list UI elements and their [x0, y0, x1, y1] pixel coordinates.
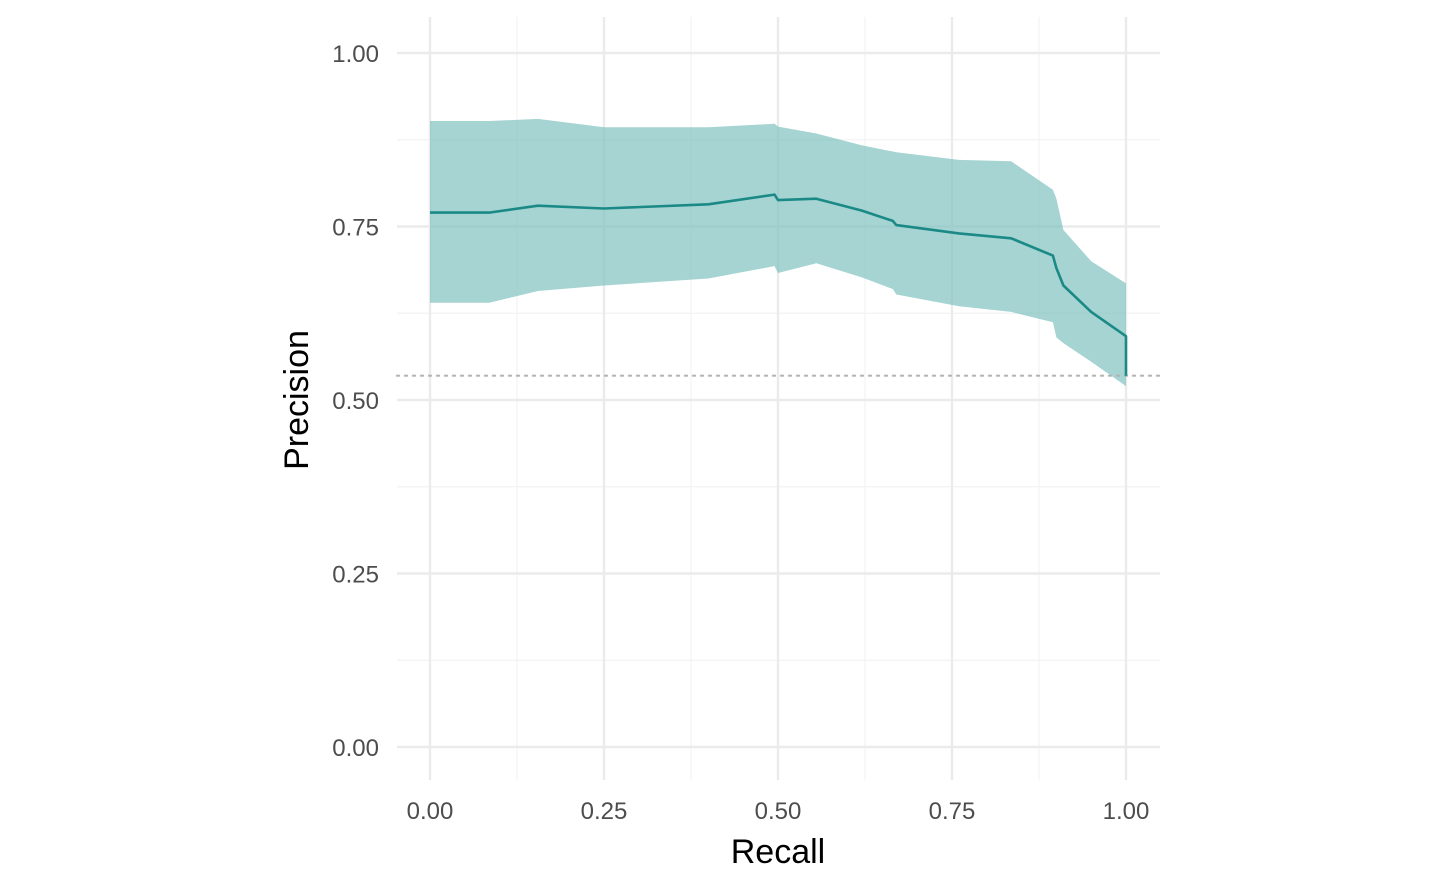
x-tick-label: 0.75 [929, 798, 976, 825]
x-axis-title: Recall [731, 833, 825, 871]
y-tick-label: 0.50 [332, 388, 379, 415]
confidence-bands [430, 118, 1126, 387]
x-tick-label: 0.25 [581, 798, 628, 825]
y-tick-label: 0.25 [332, 562, 379, 589]
y-tick-label: 0.75 [332, 215, 379, 242]
y-tick-label: 0.00 [332, 735, 379, 762]
y-tick-label: 1.00 [332, 41, 379, 68]
x-tick-label: 0.00 [407, 798, 454, 825]
x-tick-label: 1.00 [1103, 798, 1150, 825]
y-axis-title: Precision [278, 330, 316, 470]
series-lines [429, 193, 1128, 376]
x-axis-ticks: 0.00 0.25 0.50 0.75 1.00 [407, 798, 1150, 825]
x-tick-label: 0.50 [755, 798, 802, 825]
confidence-band [430, 118, 1126, 387]
y-axis-ticks: 0.00 0.25 0.50 0.75 1.00 [332, 41, 379, 762]
